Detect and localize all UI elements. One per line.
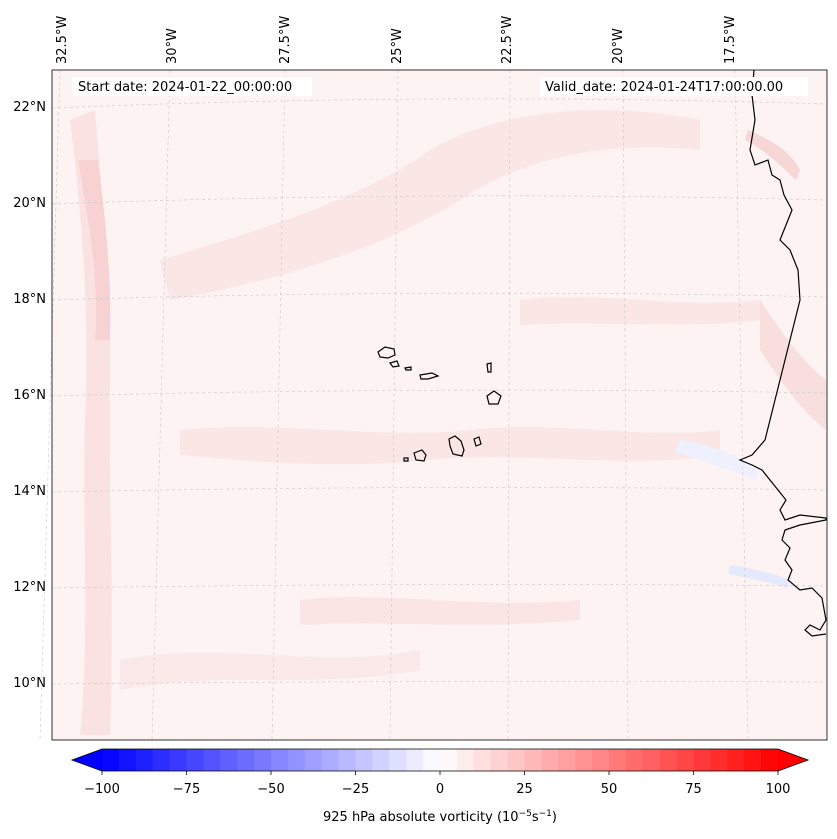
valid-date-label: Valid_date: 2024-01-24T17:00:00.00 [545, 80, 783, 95]
colorbar-cell [710, 749, 728, 771]
colorbar-tick-label: 25 [516, 782, 533, 797]
longitude-tick-label: 22.5°W [500, 16, 515, 64]
colorbar-cell [676, 749, 694, 771]
start-date-label: Start date: 2024-01-22_00:00:00 [78, 80, 292, 95]
start-date-box [72, 77, 312, 96]
colorbar-cell [761, 749, 779, 771]
colorbar-cell [473, 749, 492, 771]
colorbar-cell [220, 749, 238, 771]
latitude-tick-labels: 22°N 20°N 18°N 16°N 14°N 12°N 10°N [13, 100, 46, 691]
colorbar-cell [490, 749, 509, 771]
valid-date-box [540, 77, 808, 96]
colorbar-label: 925 hPa absolute vorticity (10−5s−1) [323, 809, 557, 825]
longitude-tick-label: 17.5°W [723, 16, 738, 64]
colorbar-cell [372, 749, 390, 771]
colorbar-cell [321, 749, 340, 771]
longitude-tick-label: 20°W [611, 28, 626, 64]
colorbar-cell [609, 749, 627, 771]
colorbar-max-extension [778, 749, 808, 771]
graticule [39, 69, 828, 741]
colorbar-cell [744, 749, 762, 771]
latitude-tick-label: 18°N [13, 292, 46, 307]
latitude-tick-label: 20°N [13, 196, 46, 211]
colorbar: −100 −75 −50 −25 0 25 50 75 100 925 hPa absolute… [70, 748, 810, 825]
colorbar-cell [524, 749, 542, 771]
longitude-tick-label: 25°W [390, 28, 405, 64]
colorbar-cell [254, 749, 272, 771]
colorbar-cell [592, 749, 610, 771]
latitude-tick-label: 10°N [13, 676, 46, 691]
latitude-tick-label: 14°N [13, 484, 46, 499]
colorbar-cell [507, 749, 525, 771]
colorbar-min-extension [72, 749, 102, 771]
colorbar-cell [271, 749, 289, 771]
colorbar-cell [541, 749, 559, 771]
map-frame [51, 69, 828, 741]
colorbar-tick-label: −25 [342, 782, 369, 797]
colorbar-tick-label: 50 [601, 782, 618, 797]
latitude-tick-label: 22°N [13, 100, 46, 115]
colorbar-cell [423, 749, 441, 771]
colorbar-tick-label: 0 [436, 782, 444, 797]
colorbar-cell [287, 749, 306, 771]
longitude-tick-label: 30°W [165, 28, 180, 64]
colorbar-cells [102, 749, 779, 771]
colorbar-tick-label: −100 [84, 782, 120, 797]
colorbar-tick-label: 100 [766, 782, 791, 797]
colorbar-cell [135, 749, 154, 771]
colorbar-cell [659, 749, 678, 771]
colorbar-ticks: −100 −75 −50 −25 0 25 50 75 100 [84, 771, 790, 797]
colorbar-cell [338, 749, 356, 771]
colorbar-tick-label: −75 [173, 782, 200, 797]
colorbar-cell [642, 749, 661, 771]
colorbar-cell [237, 749, 255, 771]
africa-coastline [738, 69, 827, 637]
colorbar-cell [558, 749, 576, 771]
map-panel: Start date: 2024-01-22_00:00:00 Valid_da… [39, 69, 828, 741]
colorbar-cell [169, 749, 187, 771]
colorbar-tick-label: 75 [685, 782, 702, 797]
colorbar-cell [102, 749, 120, 771]
colorbar-cell [389, 749, 407, 771]
latitude-tick-label: 16°N [13, 388, 46, 403]
colorbar-cell [727, 749, 745, 771]
longitude-tick-label: 27.5°W [278, 16, 293, 64]
colorbar-cell [693, 749, 711, 771]
colorbar-cell [440, 749, 458, 771]
longitude-tick-label: 32.5°W [55, 16, 70, 64]
colorbar-tick-label: −50 [257, 782, 284, 797]
colorbar-cell [203, 749, 221, 771]
colorbar-cell [152, 749, 171, 771]
colorbar-cell [456, 749, 475, 771]
colorbar-cell [575, 749, 593, 771]
latitude-tick-label: 12°N [13, 580, 46, 595]
colorbar-cell [625, 749, 644, 771]
colorbar-cell [355, 749, 373, 771]
colorbar-cell [118, 749, 137, 771]
longitude-tick-labels: 32.5°W 30°W 27.5°W 25°W 22.5°W 20°W 17.5°W [55, 16, 738, 64]
colorbar-cell [406, 749, 424, 771]
colorbar-cell [186, 749, 204, 771]
cape-verde-islands [377, 346, 502, 462]
colorbar-cell [304, 749, 323, 771]
